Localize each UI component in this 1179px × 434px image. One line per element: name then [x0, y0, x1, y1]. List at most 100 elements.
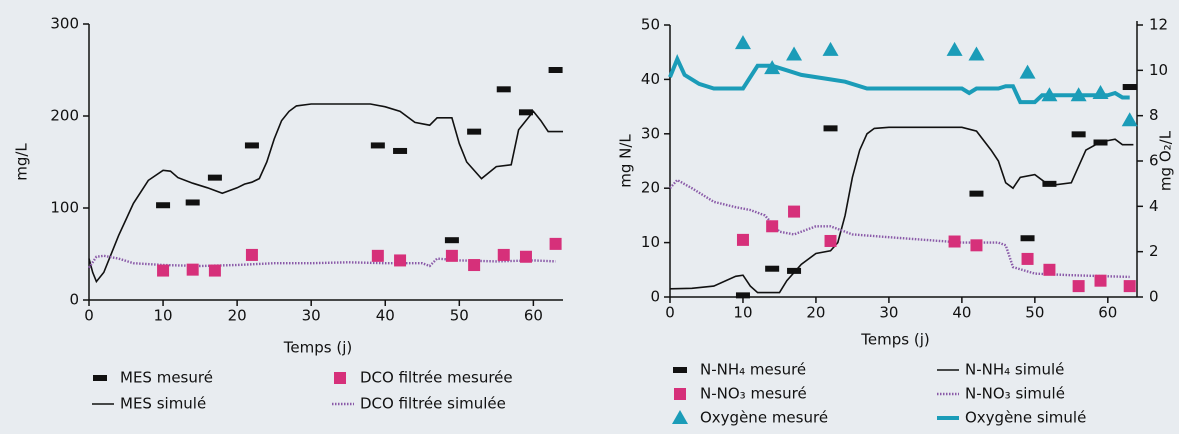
square-marker: [824, 234, 837, 247]
y2-tick-label: 0: [1149, 288, 1159, 306]
x-tick-label: 20: [806, 304, 825, 322]
dash-marker: [156, 202, 171, 209]
dash-marker: [787, 267, 802, 274]
y-tick-label: 200: [50, 107, 79, 125]
y2-tick-label: 2: [1149, 242, 1159, 260]
dash-marker: [969, 190, 984, 197]
legend-label: MES mesuré: [120, 369, 213, 387]
y-axis-label: mg N/L: [617, 134, 635, 188]
x-tick-label: 0: [665, 304, 675, 322]
dash-marker: [673, 367, 687, 373]
y-axis-label: mg/L: [13, 143, 31, 181]
triangle-marker: [1070, 87, 1087, 102]
dash-marker: [496, 86, 511, 93]
dash-marker: [548, 67, 563, 73]
x-tick-label: 60: [524, 307, 543, 325]
triangle-marker: [1092, 85, 1109, 99]
x-tick-label: 50: [1025, 304, 1044, 322]
square-marker: [1094, 274, 1107, 287]
legend-label: DCO filtrée mesurée: [360, 369, 513, 387]
dash-marker: [735, 292, 750, 299]
square-marker: [1123, 280, 1136, 293]
series-line: [669, 178, 1130, 279]
x-tick-label: 50: [450, 307, 469, 325]
y2-tick-label: 6: [1149, 152, 1159, 170]
triangle-marker: [764, 60, 781, 75]
dash-marker: [444, 237, 459, 244]
square-marker: [157, 264, 170, 277]
square-marker: [1072, 280, 1085, 293]
dash-marker: [1122, 84, 1137, 91]
dash-marker: [518, 109, 533, 116]
x-tick-label: 40: [952, 304, 971, 322]
legend-label: MES simulé: [120, 395, 206, 413]
legend-label: Oxygène simulé: [965, 409, 1086, 427]
square-marker: [208, 264, 221, 277]
square-marker: [445, 249, 458, 262]
dash-marker: [1042, 180, 1057, 187]
dash-marker: [1093, 139, 1108, 146]
y2-tick-label: 8: [1149, 106, 1159, 124]
series-line: [88, 103, 563, 284]
y2-axis-label: mg O₂/L: [1157, 130, 1175, 191]
x-axis-label: Temps (j): [860, 331, 929, 349]
square-marker: [186, 263, 199, 276]
dash-marker: [467, 128, 482, 135]
triangle-marker: [1041, 87, 1058, 102]
triangle-marker: [1121, 112, 1138, 127]
y-tick-label: 50: [641, 16, 660, 34]
square-marker: [334, 372, 346, 384]
series-line: [88, 254, 556, 269]
square-marker: [394, 254, 407, 267]
square-marker: [497, 248, 510, 261]
dash-marker: [1071, 131, 1086, 138]
dash-marker: [93, 375, 107, 381]
legend-label: N-NO₃ mesuré: [700, 385, 807, 403]
legend-label: N-NH₄ simulé: [965, 361, 1064, 379]
triangle-marker: [946, 41, 963, 56]
square-marker: [519, 250, 532, 263]
square-marker: [674, 388, 686, 400]
triangle-marker: [672, 410, 688, 424]
x-tick-label: 10: [154, 307, 173, 325]
square-marker: [948, 235, 961, 248]
y-tick-label: 0: [69, 291, 79, 309]
triangle-marker: [968, 46, 985, 61]
square-marker: [788, 205, 801, 218]
triangle-marker: [822, 41, 839, 56]
square-marker: [1043, 263, 1056, 276]
series-line: [669, 126, 1134, 294]
triangle-marker: [1019, 64, 1036, 79]
dash-marker: [393, 147, 408, 154]
y-tick-label: 0: [650, 288, 660, 306]
y-tick-label: 100: [50, 199, 79, 217]
y-tick-label: 300: [50, 15, 79, 33]
dash-marker: [1020, 235, 1035, 242]
legend-label: DCO filtrée simulée: [360, 395, 506, 413]
dash-marker: [765, 265, 780, 272]
x-tick-label: 40: [376, 307, 395, 325]
y-tick-label: 40: [641, 70, 660, 88]
series-line: [668, 53, 1130, 105]
triangle-marker: [734, 35, 751, 50]
y-tick-label: 20: [641, 179, 660, 197]
triangle-marker: [786, 46, 803, 61]
square-marker: [371, 249, 384, 262]
x-tick-label: 60: [1098, 304, 1117, 322]
dash-marker: [370, 142, 385, 149]
square-marker: [549, 237, 562, 250]
square-marker: [766, 220, 779, 233]
square-marker: [468, 259, 481, 272]
square-marker: [736, 233, 749, 246]
x-tick-label: 0: [84, 307, 94, 325]
x-tick-label: 30: [879, 304, 898, 322]
square-marker: [970, 239, 983, 252]
x-tick-label: 10: [733, 304, 752, 322]
y-tick-label: 30: [641, 124, 660, 142]
x-axis-label: Temps (j): [283, 339, 352, 357]
square-marker: [1021, 252, 1034, 265]
y2-tick-label: 10: [1149, 61, 1168, 79]
dash-marker: [185, 199, 200, 206]
